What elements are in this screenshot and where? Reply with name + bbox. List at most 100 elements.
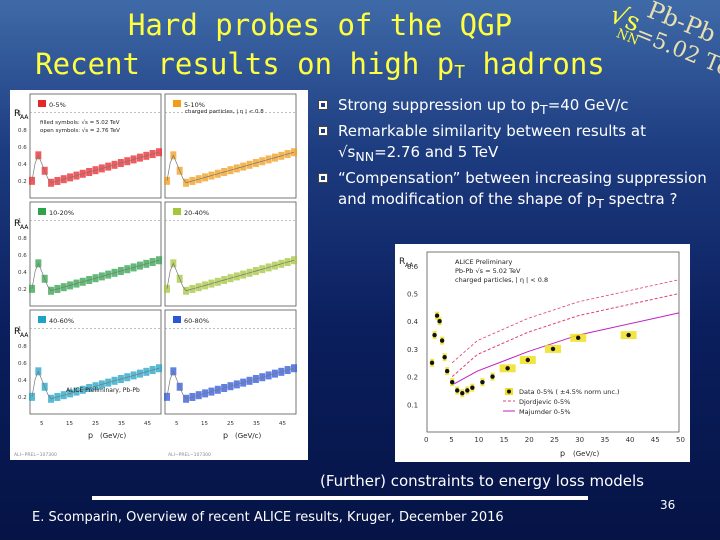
- title-line-1: Hard probes of the QGP: [127, 8, 513, 42]
- left-xlabel-unit: (GeV/c): [100, 432, 126, 440]
- centrality-color-swatch: [38, 100, 46, 107]
- legend-data-marker: [507, 389, 511, 394]
- bullet-text: Remarkable similarity between results at…: [338, 121, 646, 162]
- left-ylabel: R: [14, 219, 20, 229]
- centrality-panel-frame: [29, 201, 162, 307]
- data-point: [626, 332, 631, 338]
- left-ytick: 0.4: [18, 270, 27, 276]
- right-xtick: 20: [525, 436, 534, 444]
- right-xtick: 30: [575, 436, 584, 444]
- constraints-caption: (Further) constraints to energy loss mod…: [320, 472, 644, 490]
- data-point: [450, 379, 455, 385]
- right-header-2: Pb-Pb √s = 5.02 TeV: [455, 267, 521, 275]
- left-ylabel-sub: AA: [20, 332, 29, 339]
- right-xtick: 50: [676, 436, 685, 444]
- right-footer-id: ALI−PREL−107300: [168, 452, 211, 458]
- centrality-label: 5-10%: [184, 101, 205, 109]
- right-ylabel: R: [399, 257, 405, 267]
- raa-276-curve: [166, 367, 295, 400]
- right-xtick: 25: [550, 436, 559, 444]
- raa-point: [156, 256, 162, 265]
- raa-point: [291, 256, 297, 265]
- left-ytick: 1: [18, 327, 22, 333]
- right-legend-entry: Majumder 0-5%: [519, 408, 571, 416]
- data-point: [434, 313, 440, 318]
- right-xtick: 10: [474, 436, 483, 444]
- right-plot-frame: [426, 251, 680, 433]
- right-ytick: 0.1: [407, 401, 418, 409]
- bullet-list: Strong suppression up to pT=40 GeV/c Rem…: [316, 95, 716, 215]
- left-ytick: 0.6: [18, 145, 27, 151]
- left-legend-charged: charged particles, | η | < 0.8: [185, 109, 264, 115]
- right-ytick: 0.5: [407, 291, 418, 299]
- majumder-curve: [451, 312, 680, 386]
- centrality-panel-frame: [164, 201, 297, 307]
- data-point: [442, 355, 447, 360]
- right-header-3: charged particles, | η | < 0.8: [455, 276, 548, 284]
- left-xtick: 15: [201, 421, 208, 427]
- left-xlabel: p: [223, 431, 228, 440]
- centrality-label: 60-80%: [184, 317, 209, 325]
- data-point: [455, 388, 460, 393]
- raa-276-curve: [31, 151, 160, 184]
- left-ytick: 0.4: [18, 162, 27, 168]
- bullet-box-icon: [318, 172, 328, 183]
- raa-centrality-svg: R AAR AAR AA0-5%0.20.40.60.815-10%10-20%0.2…: [14, 93, 297, 458]
- right-header-1: ALICE Preliminary: [455, 258, 513, 266]
- title-line-2: Recent results on high pT hadrons: [0, 45, 640, 92]
- left-ylabel-sub: AA: [20, 224, 29, 231]
- title-line-2-sub: T: [454, 62, 466, 83]
- centrality-color-swatch: [173, 316, 181, 323]
- bullet-text-post: =2.76 and 5 TeV: [374, 143, 499, 161]
- centrality-label: 40-60%: [49, 317, 74, 325]
- right-xtick: 5: [449, 436, 453, 444]
- bullet-item: “Compensation” between increasing suppre…: [316, 168, 716, 215]
- left-xtick: 35: [118, 421, 125, 427]
- centrality-color-swatch: [173, 100, 181, 107]
- right-ytick: 0.6: [407, 263, 419, 271]
- footer-divider: [92, 496, 588, 500]
- right-xlabel: p: [560, 449, 565, 458]
- right-ytick: 0.4: [407, 318, 419, 326]
- right-xlabel-unit: (GeV/c): [573, 450, 599, 458]
- left-xtick: 5: [40, 421, 44, 427]
- centrality-label: 10-20%: [49, 209, 74, 217]
- left-ytick: 0.8: [18, 128, 27, 134]
- data-point: [525, 357, 530, 363]
- left-ylabel: R: [14, 327, 20, 337]
- data-point: [576, 335, 581, 341]
- data-point: [480, 379, 485, 385]
- right-legend-entry: Djordjevic 0-5%: [519, 398, 570, 406]
- bullet-item: Strong suppression up to pT=40 GeV/c: [316, 95, 716, 121]
- right-ylabel-sub: AA: [405, 262, 414, 269]
- left-xtick: 5: [175, 421, 179, 427]
- raa-276-curve: [166, 151, 295, 184]
- right-ytick: 0.2: [407, 374, 418, 382]
- left-xtick: 35: [253, 421, 260, 427]
- data-point: [432, 332, 437, 338]
- data-point: [465, 388, 470, 393]
- centrality-panel-frame: [29, 93, 162, 199]
- left-xtick: 25: [92, 421, 99, 427]
- left-footer-id: ALI−PREL−107300: [14, 452, 57, 458]
- djordjevic-band: [451, 279, 680, 364]
- right-xtick: 35: [600, 436, 609, 444]
- bullet-text-post: spectra ?: [603, 190, 678, 208]
- left-xtick: 25: [227, 421, 234, 427]
- raa-276-curve: [166, 259, 295, 292]
- left-xtick: 45: [144, 421, 151, 427]
- right-xtick: 45: [651, 436, 660, 444]
- centrality-panel-frame: [164, 309, 297, 415]
- right-xtick: 15: [500, 436, 509, 444]
- left-ylabel-sub: AA: [20, 114, 29, 121]
- left-legend-filled: filled symbols: √s = 5.02 TeV: [40, 119, 120, 126]
- data-point: [444, 368, 450, 374]
- right-legend-entry: Data 0-5% ( ±4.5% norm unc.): [519, 388, 620, 396]
- raa-model-svg: R AA 0.1 0.2 0.3 0.4 0.5 0.6 0 5 10 15 20 25 30 35 40 45 5…: [399, 251, 685, 458]
- left-header: ALICE Preliminary, Pb-Pb: [66, 387, 140, 394]
- slide-title: Hard probes of the QGP Recent results on…: [0, 6, 640, 92]
- data-point: [429, 360, 435, 365]
- data-point: [460, 391, 465, 396]
- left-ytick: 1: [18, 219, 22, 225]
- bullet-box-icon: [318, 100, 328, 110]
